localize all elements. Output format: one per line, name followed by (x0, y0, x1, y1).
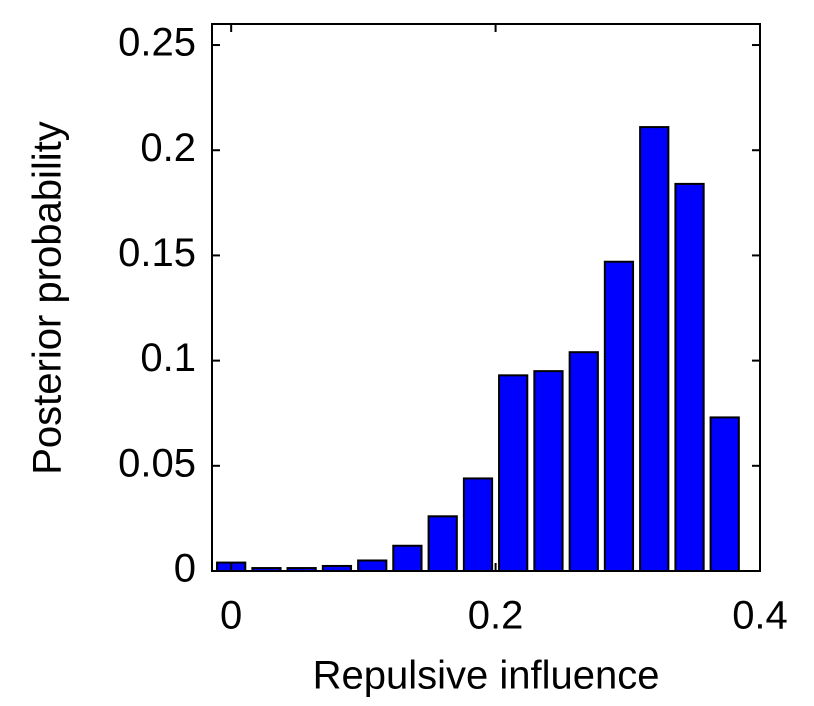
y-tick-label: 0.05 (118, 441, 196, 485)
x-axis-label: Repulsive influence (313, 654, 660, 698)
bar (709, 416, 740, 572)
bar (674, 182, 705, 572)
bar (639, 126, 670, 572)
x-tick-label: 0.4 (732, 594, 788, 638)
x-tick-label: 0.2 (468, 594, 524, 638)
axes-box (211, 23, 761, 572)
y-tick-label: 0 (174, 547, 196, 591)
bar (498, 374, 529, 573)
bar (603, 260, 635, 572)
bar (462, 477, 494, 572)
bar (533, 370, 564, 572)
y-tick-label: 0.15 (118, 231, 196, 275)
bar (392, 544, 423, 572)
y-tick-label: 0.25 (118, 21, 196, 65)
bar (427, 515, 458, 572)
bar (357, 559, 388, 573)
y-axis-label: Posterior probability (26, 121, 70, 475)
x-tick-label: 0 (220, 594, 242, 638)
y-tick-label: 0.1 (140, 336, 196, 380)
bar (568, 351, 599, 573)
y-tick-label: 0.2 (140, 126, 196, 170)
